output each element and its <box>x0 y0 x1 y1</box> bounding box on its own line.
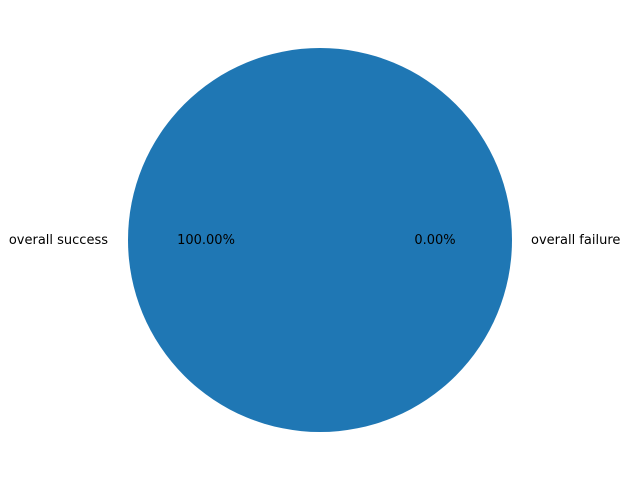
slice-percent-overall-failure: 0.00% <box>414 233 455 248</box>
slice-label-overall-failure: overall failure <box>531 233 620 248</box>
pie-slice-overall-success <box>128 48 512 432</box>
pie-slices <box>128 48 512 432</box>
slice-label-overall-success: overall success <box>9 233 108 248</box>
slice-percent-overall-success: 100.00% <box>177 233 235 248</box>
